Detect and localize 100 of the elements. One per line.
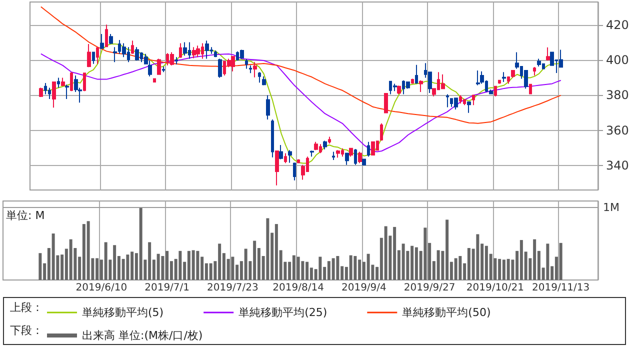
x-tick-label: 2019/9/4 bbox=[341, 282, 386, 294]
candlestick bbox=[214, 50, 217, 58]
candlestick bbox=[153, 78, 156, 83]
y-tick-label: 380 bbox=[606, 88, 629, 102]
candlestick bbox=[546, 46, 550, 62]
line-series bbox=[40, 53, 562, 152]
candlestick bbox=[467, 101, 471, 114]
bar bbox=[424, 228, 427, 280]
candlestick bbox=[502, 72, 506, 82]
candlestick bbox=[397, 85, 401, 95]
bar bbox=[336, 256, 340, 280]
candlestick bbox=[157, 58, 161, 75]
candlestick bbox=[179, 42, 182, 58]
candlestick bbox=[293, 162, 296, 181]
text: 上段： bbox=[10, 301, 43, 314]
candlestick bbox=[249, 64, 252, 74]
candlestick bbox=[323, 140, 327, 150]
candlestick bbox=[498, 80, 501, 84]
candlestick bbox=[362, 158, 366, 166]
bar bbox=[104, 242, 108, 280]
bar bbox=[139, 207, 142, 280]
candlestick bbox=[70, 72, 73, 92]
candlestick bbox=[196, 45, 200, 58]
candlestick bbox=[476, 70, 480, 86]
candlestick bbox=[52, 81, 56, 108]
candlestick bbox=[57, 77, 60, 88]
candlestick bbox=[205, 40, 209, 60]
candlestick bbox=[240, 49, 244, 60]
y-tick-label: 400 bbox=[606, 52, 629, 67]
candlestick bbox=[419, 80, 423, 92]
candlestick bbox=[297, 158, 300, 164]
bar bbox=[454, 258, 458, 280]
candlestick bbox=[65, 84, 69, 100]
candlestick bbox=[253, 62, 257, 78]
x-tick-label: 2019/9/27 bbox=[404, 282, 456, 294]
legend-label: 単純移動平均(5) bbox=[82, 306, 164, 319]
line-series bbox=[40, 6, 562, 124]
candlestick bbox=[494, 86, 497, 97]
bar bbox=[476, 234, 480, 280]
bar bbox=[266, 218, 270, 280]
candlestick bbox=[332, 151, 335, 160]
candlestick bbox=[441, 74, 445, 90]
candlestick bbox=[92, 52, 95, 64]
candlestick bbox=[284, 152, 287, 164]
candlestick bbox=[367, 141, 370, 158]
bar bbox=[384, 226, 388, 280]
line-series bbox=[40, 43, 562, 164]
candlestick bbox=[39, 87, 43, 98]
candlestick bbox=[459, 94, 462, 104]
bar bbox=[332, 258, 335, 280]
candlestick bbox=[349, 148, 353, 158]
x-tick-label: 2019/10/21 bbox=[466, 282, 524, 294]
candlestick bbox=[87, 43, 91, 68]
candlestick bbox=[288, 150, 292, 164]
bar bbox=[209, 263, 212, 280]
x-tick-label: 2019/11/13 bbox=[532, 282, 590, 294]
candlestick bbox=[371, 141, 375, 156]
bar bbox=[494, 258, 497, 280]
annotation: 単位: M bbox=[6, 209, 45, 222]
bar bbox=[354, 256, 357, 280]
candlestick bbox=[279, 144, 283, 160]
candlestick bbox=[384, 93, 388, 114]
bar bbox=[436, 250, 440, 280]
candlestick bbox=[393, 83, 397, 92]
candlestick bbox=[258, 72, 261, 84]
bar bbox=[196, 250, 200, 280]
bar bbox=[192, 250, 195, 280]
candlestick bbox=[463, 99, 466, 106]
candlestick bbox=[131, 40, 134, 54]
candlestick bbox=[105, 24, 108, 48]
ref-line-label: 1M bbox=[603, 200, 620, 214]
bar bbox=[86, 221, 90, 280]
bar bbox=[122, 258, 125, 280]
candlestick bbox=[310, 150, 314, 158]
bar bbox=[402, 244, 405, 280]
candlestick bbox=[271, 119, 274, 158]
candlestick bbox=[533, 66, 536, 76]
bar bbox=[244, 248, 248, 280]
candlestick bbox=[231, 56, 235, 72]
y-tick-label: 420 bbox=[606, 18, 629, 32]
bar bbox=[178, 250, 182, 280]
candlestick bbox=[411, 78, 414, 84]
bar bbox=[296, 256, 300, 280]
x-tick-label: 2019/7/1 bbox=[144, 282, 190, 294]
bar bbox=[366, 254, 370, 280]
candlestick bbox=[44, 82, 47, 95]
x-tick-label: 2019/8/14 bbox=[272, 282, 324, 294]
bar bbox=[156, 254, 160, 280]
candlestick bbox=[529, 84, 532, 94]
candlestick bbox=[266, 94, 270, 120]
bar bbox=[458, 256, 462, 280]
bar bbox=[126, 254, 130, 280]
bar bbox=[318, 256, 322, 280]
candlestick bbox=[336, 150, 340, 158]
candlestick bbox=[328, 136, 331, 144]
candlestick bbox=[96, 46, 99, 64]
legend-label: 単純移動平均(25) bbox=[238, 306, 328, 319]
bar bbox=[231, 256, 234, 280]
candlestick bbox=[183, 42, 187, 56]
candlestick bbox=[162, 66, 165, 73]
